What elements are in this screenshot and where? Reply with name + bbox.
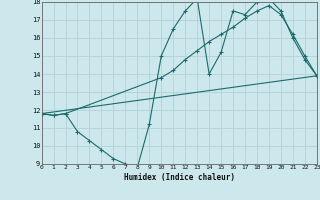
X-axis label: Humidex (Indice chaleur): Humidex (Indice chaleur)	[124, 173, 235, 182]
